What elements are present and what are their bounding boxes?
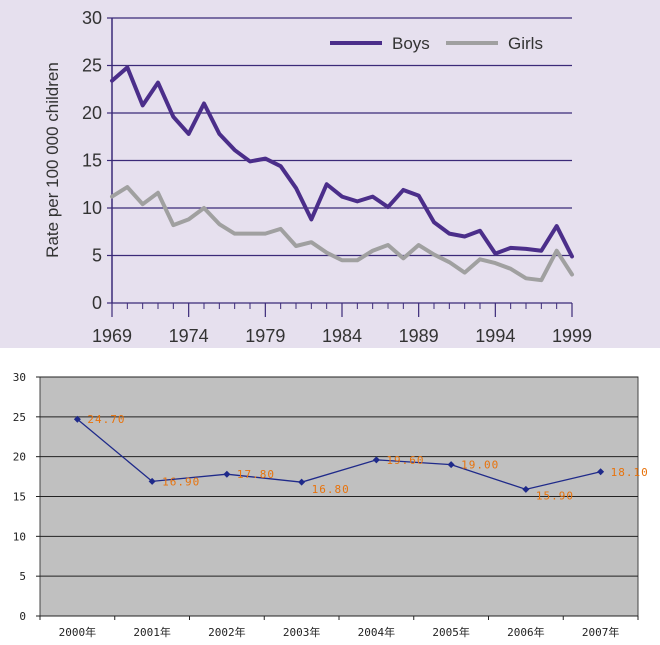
x-tick-label: 1994 bbox=[475, 326, 515, 346]
data-label: 16.80 bbox=[312, 483, 350, 496]
data-label: 24.70 bbox=[87, 413, 125, 426]
y-tick-label: 25 bbox=[82, 56, 102, 76]
x-tick-label: 2007年 bbox=[582, 625, 620, 639]
x-tick-label: 2006年 bbox=[507, 625, 545, 639]
x-tick-label: 2001年 bbox=[133, 625, 171, 639]
y-tick-label: 10 bbox=[13, 530, 26, 543]
data-label: 17.80 bbox=[237, 468, 275, 481]
x-tick-label: 2000年 bbox=[59, 625, 97, 639]
series-line-girls bbox=[110, 185, 574, 283]
y-tick-label: 0 bbox=[19, 610, 26, 623]
y-tick-label: 5 bbox=[92, 246, 102, 266]
y-tick-label: 30 bbox=[13, 371, 26, 384]
x-tick-label: 1989 bbox=[399, 326, 439, 346]
data-label: 19.60 bbox=[386, 454, 424, 467]
data-point-marker bbox=[447, 461, 455, 469]
data-label: 18.10 bbox=[611, 466, 649, 479]
data-label: 16.90 bbox=[162, 475, 200, 488]
x-tick-label: 1979 bbox=[245, 326, 285, 346]
data-label: 15.90 bbox=[536, 489, 574, 502]
x-tick-label: 1999 bbox=[552, 326, 592, 346]
chart-rate-per-100000-children: 0 5 10 15 20 25 30 1969 1974 1979 1984 1989 1994 1999… bbox=[0, 0, 660, 348]
x-tick-label: 1974 bbox=[169, 326, 209, 346]
data-point-marker bbox=[522, 485, 530, 493]
y-tick-label: 0 bbox=[92, 293, 102, 313]
y-axis-label: Rate per 100 000 children bbox=[43, 62, 62, 258]
x-tick-label: 2004年 bbox=[358, 625, 396, 639]
y-tick-label: 5 bbox=[19, 570, 26, 583]
series-line bbox=[76, 418, 601, 491]
x-tick-label: 2005年 bbox=[432, 625, 470, 639]
legend-label-boys: Boys bbox=[392, 34, 430, 53]
x-tick-label: 1969 bbox=[92, 326, 132, 346]
data-label: 19.00 bbox=[461, 459, 499, 472]
data-point-marker bbox=[597, 468, 605, 476]
data-point-marker bbox=[148, 477, 156, 485]
y-tick-label: 25 bbox=[13, 411, 26, 424]
y-tick-label: 20 bbox=[13, 451, 26, 464]
chart-2-svg: 0 5 10 15 20 25 30 2000年 2001年 2002年 2003年 2004年 200… bbox=[13, 371, 649, 639]
series-line-boys bbox=[110, 65, 574, 259]
y-tick-label: 15 bbox=[13, 491, 26, 504]
y-tick-label: 15 bbox=[82, 151, 102, 171]
y-tick-label: 30 bbox=[82, 8, 102, 28]
data-point-marker bbox=[298, 478, 306, 486]
y-tick-label: 20 bbox=[82, 103, 102, 123]
y-tick-label: 10 bbox=[82, 198, 102, 218]
chart-yearly-values: 0 5 10 15 20 25 30 2000年 2001年 2002年 2003年 2004年 200… bbox=[0, 348, 660, 645]
x-tick-label: 2002年 bbox=[208, 625, 246, 639]
data-point-marker bbox=[73, 415, 81, 423]
data-point-marker bbox=[372, 456, 380, 464]
legend-label-girls: Girls bbox=[508, 34, 543, 53]
data-point-marker bbox=[223, 470, 231, 478]
chart-1-svg: 0 5 10 15 20 25 30 1969 1974 1979 1984 1989 1994 1999… bbox=[43, 8, 592, 346]
x-tick-label: 1984 bbox=[322, 326, 362, 346]
x-tick-label: 2003年 bbox=[283, 625, 321, 639]
